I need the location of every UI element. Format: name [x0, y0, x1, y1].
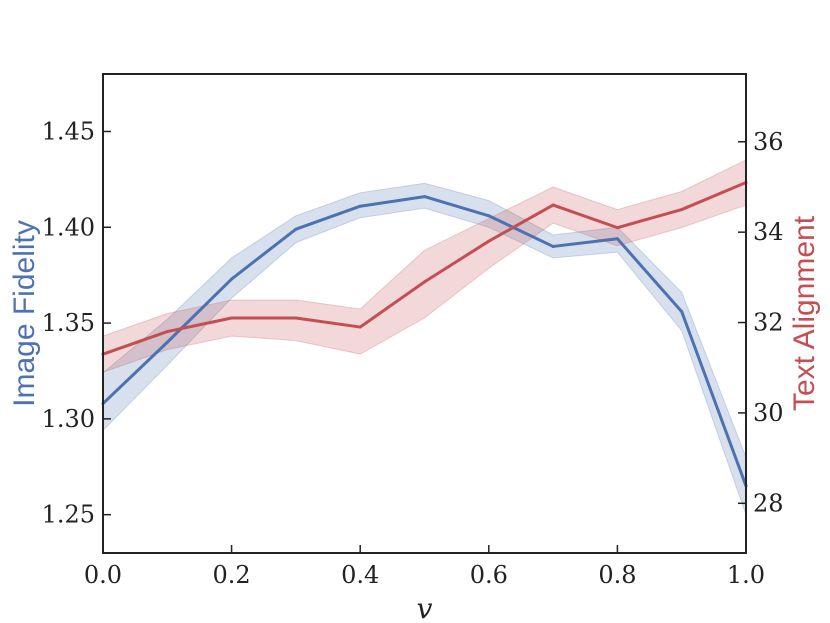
series-lines [101, 180, 748, 488]
series-0-point [487, 214, 491, 218]
series-1-point [294, 316, 298, 320]
series-0-point [230, 277, 234, 281]
x-tick-label: 0.8 [598, 561, 636, 589]
right-tick-label: 36 [753, 128, 784, 156]
x-tick-label: 0.4 [341, 561, 379, 589]
right-tick-label: 34 [753, 218, 784, 246]
left-tick-label: 1.35 [42, 309, 95, 337]
series-0-point [551, 244, 555, 248]
series-1-point [230, 316, 234, 320]
left-tick-label: 1.40 [42, 213, 95, 241]
x-tick-label: 1.0 [727, 561, 765, 589]
series-0-point [165, 340, 169, 344]
series-0-point [423, 195, 426, 199]
left-tick-label: 1.30 [42, 405, 95, 433]
x-axis-ticks: 0.0 0.2 0.4 0.6 0.8 1.0 [84, 545, 765, 589]
right-tick-label: 28 [753, 489, 784, 517]
right-axis-ticks: 28 30 32 34 36 [738, 128, 784, 517]
right-tick-label: 30 [753, 399, 784, 427]
right-tick-label: 32 [753, 309, 784, 337]
series-1-point [165, 330, 169, 334]
confidence-bands [102, 159, 747, 515]
series-1-point [615, 226, 619, 230]
series-1-point [551, 203, 555, 207]
series-1-point [423, 280, 426, 284]
left-axis-ticks: 1.25 1.30 1.35 1.40 1.45 [42, 117, 111, 529]
series-1-point [487, 239, 491, 243]
series-0-point [615, 237, 619, 241]
right-axis-label: Text Alignment [788, 215, 821, 411]
left-tick-label: 1.25 [42, 501, 95, 529]
series-0-point [294, 227, 298, 231]
series-1-point [358, 325, 362, 329]
left-tick-label: 1.45 [42, 117, 95, 145]
series-0-point [358, 204, 362, 208]
plot-frame [102, 73, 747, 554]
x-axis-label: v [417, 592, 433, 623]
x-tick-label: 0.0 [84, 561, 122, 589]
left-axis-label: Image Fidelity [8, 220, 41, 407]
x-tick-label: 0.2 [213, 561, 251, 589]
series-1-point [680, 208, 684, 212]
x-tick-label: 0.6 [470, 561, 508, 589]
series-0-point [680, 310, 684, 314]
